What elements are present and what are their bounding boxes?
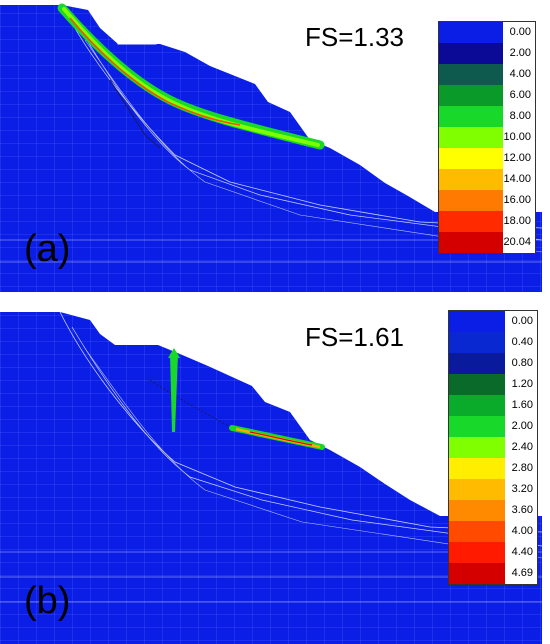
slope-model-a [0,3,543,292]
legend-value: 10.00 [503,131,531,143]
legend-value: 8.00 [509,110,531,122]
surcharge-load-b [115,329,155,345]
legend-entry: 0.00 [439,22,535,43]
legend-swatch [449,458,505,479]
color-legend: 0.00 2.00 4.00 6.00 8.00 10.00 12.00 14.00 16.00… [438,21,536,254]
legend-entry: 18.00 [439,211,535,232]
legend-value: 4.00 [511,525,533,537]
legend-swatch [449,521,505,542]
panel-label: (a) [24,228,71,270]
legend-value: 2.40 [511,441,533,453]
legend-swatch [449,437,505,458]
legend-value: 4.00 [509,68,531,80]
legend-swatch [449,311,505,332]
legend-entry: 1.20 [449,374,537,395]
legend-swatch [449,353,505,374]
color-legend: 0.00 0.40 0.80 1.20 1.60 2.00 2.40 2.80 3.20 3.60… [448,310,538,585]
legend-swatch [449,416,505,437]
surcharge-load-a [117,29,157,45]
legend-value: 6.00 [509,89,531,101]
legend-entry: 14.00 [439,169,535,190]
legend-value: 3.60 [511,504,533,516]
legend-entry: 4.40 [449,542,537,563]
legend-value: 18.00 [503,215,531,227]
factor-of-safety-label: FS=1.33 [305,22,405,52]
legend-swatch [449,374,505,395]
legend-entry: 3.60 [449,500,537,521]
legend-swatch [449,563,505,584]
vertical-band-b [170,354,178,432]
legend-value: 4.69 [511,567,533,579]
legend-entry: 0.80 [449,353,537,374]
legend-entry: 0.00 [449,311,537,332]
legend-entry: 2.00 [439,43,535,64]
legend-value: 2.80 [511,462,533,474]
legend-value: 2.00 [511,420,533,432]
legend-entry: 10.00 [439,127,535,148]
legend-entry: 2.40 [449,437,537,458]
legend-value: 0.00 [509,26,531,38]
legend-entry: 4.69 [449,563,537,584]
legend-swatch [449,500,505,521]
panel-label: (b) [24,580,71,622]
legend-swatch [439,148,503,169]
legend-value: 0.40 [511,336,533,348]
legend-value: 4.40 [511,546,533,558]
legend-swatch [439,43,503,64]
legend-swatch [449,332,505,353]
legend-swatch [439,211,503,232]
legend-entry: 4.00 [439,64,535,85]
legend-swatch [439,232,503,253]
legend-swatch [449,542,505,563]
legend-entry: 2.00 [449,416,537,437]
legend-value: 0.80 [511,357,533,369]
legend-entry: 16.00 [439,190,535,211]
legend-swatch [439,127,503,148]
legend-swatch [439,64,503,85]
legend-entry: 0.40 [449,332,537,353]
panel-b: FS=1.61 (b) 0.00 0.40 0.80 1.20 1.60 2.00 2.40… [0,302,550,644]
legend-value: 1.60 [511,399,533,411]
legend-swatch [439,106,503,127]
legend-value: 2.00 [509,47,531,59]
legend-entry: 1.60 [449,395,537,416]
legend-value: 14.00 [503,173,531,185]
legend-entry: 20.04 [439,232,535,253]
legend-entry: 6.00 [439,85,535,106]
legend-entry: 12.00 [439,148,535,169]
legend-entry: 3.20 [449,479,537,500]
panel-a: FS=1.33 (a) 0.00 2.00 4.00 6.00 8.00 10.00 12.… [0,0,550,292]
legend-swatch [439,85,503,106]
legend-swatch [449,479,505,500]
legend-swatch [439,22,503,43]
legend-value: 16.00 [503,194,531,206]
legend-swatch [449,395,505,416]
legend-swatch [439,190,503,211]
factor-of-safety-label: FS=1.61 [305,322,405,352]
legend-value: 12.00 [503,152,531,164]
legend-entry: 4.00 [449,521,537,542]
legend-value: 0.00 [511,315,533,327]
legend-swatch [439,169,503,190]
legend-value: 20.04 [503,236,531,248]
legend-entry: 2.80 [449,458,537,479]
legend-value: 3.20 [511,483,533,495]
legend-value: 1.20 [511,378,533,390]
legend-entry: 8.00 [439,106,535,127]
